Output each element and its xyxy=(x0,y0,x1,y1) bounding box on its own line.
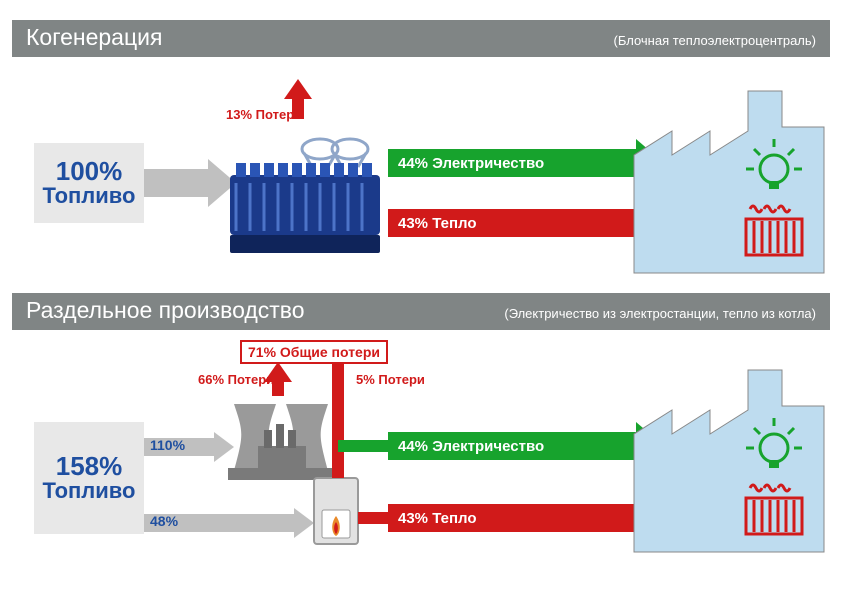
cogen-body: 100% Топливо xyxy=(12,57,830,275)
separate-header: Раздельное производство (Электричество и… xyxy=(12,293,830,330)
separate-input-top-label: 110% xyxy=(150,437,185,453)
separate-input-bottom-label: 48% xyxy=(150,513,178,529)
separate-input-top-arrow: 110% xyxy=(144,438,234,456)
cogen-title: Когенерация xyxy=(26,24,162,51)
cogen-fuel-label: Топливо xyxy=(43,184,136,208)
cogeneration-panel: Когенерация (Блочная теплоэлектроцентрал… xyxy=(12,20,830,275)
cogen-heat-arrow: 43% Тепло xyxy=(388,209,664,237)
separate-input-bottom-arrow: 48% xyxy=(144,514,314,532)
separate-fuel-pct: 158% xyxy=(56,453,123,479)
powerplant-icon xyxy=(228,394,338,480)
cogen-fuel-box: 100% Топливо xyxy=(34,143,144,223)
separate-body: 158% Топливо 110% 48% xyxy=(12,330,830,562)
separate-elec-connector xyxy=(338,440,390,452)
cogen-heat-label: 43% Тепло xyxy=(398,209,477,237)
cogen-loss-label: 13% Потери xyxy=(226,107,302,122)
separate-heat-connector xyxy=(358,512,390,524)
cogen-electricity-label: 44% Электричество xyxy=(398,149,544,177)
separate-subtitle: (Электричество из электростанции, тепло … xyxy=(504,306,816,321)
separate-loss-boiler-shaft xyxy=(332,362,344,478)
cogen-factory-icon xyxy=(632,81,826,275)
separate-loss-tower-label: 66% Потери xyxy=(198,372,274,387)
boiler-icon xyxy=(312,476,360,546)
separate-fuel-box: 158% Топливо xyxy=(34,422,144,534)
separate-fuel-label: Топливо xyxy=(43,479,136,503)
separate-heat-label: 43% Тепло xyxy=(398,504,477,532)
separate-title: Раздельное производство xyxy=(26,297,305,324)
cogen-electricity-arrow: 44% Электричество xyxy=(388,149,664,177)
separate-loss-boiler-label: 5% Потери xyxy=(356,372,425,387)
cogen-header: Когенерация (Блочная теплоэлектроцентрал… xyxy=(12,20,830,57)
separate-electricity-label: 44% Электричество xyxy=(398,432,544,460)
engine-icon xyxy=(220,127,390,267)
cogen-subtitle: (Блочная теплоэлектроцентраль) xyxy=(614,33,816,48)
separate-total-loss-box: 71% Общие потери xyxy=(240,340,388,364)
separate-factory-icon xyxy=(632,360,826,554)
separate-electricity-arrow: 44% Электричество xyxy=(388,432,664,460)
cogen-fuel-pct: 100% xyxy=(56,158,123,184)
separate-heat-arrow: 43% Тепло xyxy=(388,504,664,532)
separate-panel: Раздельное производство (Электричество и… xyxy=(12,293,830,562)
